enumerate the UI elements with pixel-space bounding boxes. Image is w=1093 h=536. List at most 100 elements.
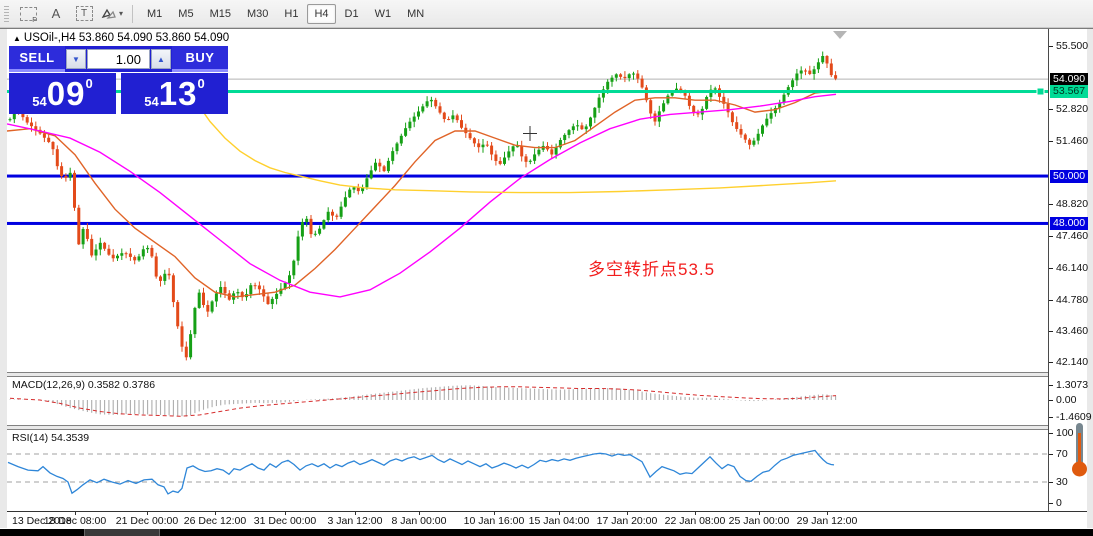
timeframe-button-m30[interactable]: M30 bbox=[246, 7, 269, 20]
axis-tick bbox=[1049, 331, 1053, 333]
date-tick bbox=[75, 512, 76, 515]
sell-price-pip: 0 bbox=[85, 76, 93, 91]
shift-end-button[interactable]: F bbox=[15, 2, 41, 26]
horizontal-line-48 bbox=[7, 221, 1048, 225]
rsi-tick-label: 30 bbox=[1056, 476, 1068, 488]
price-badge-54.090: 54.090 bbox=[1050, 72, 1089, 86]
price-badge-48.000: 48.000 bbox=[1050, 216, 1089, 230]
axis-tick bbox=[1049, 503, 1053, 504]
axis-tick bbox=[1049, 141, 1053, 143]
date-label: 29 Jan 12:00 bbox=[796, 515, 858, 527]
date-tick bbox=[147, 512, 148, 515]
macd-histogram bbox=[9, 385, 837, 417]
collapse-arrow-icon: ▲ bbox=[13, 34, 21, 43]
timeframe-button-mn[interactable]: MN bbox=[407, 7, 425, 20]
date-tick bbox=[827, 512, 828, 515]
date-tick bbox=[285, 512, 286, 515]
ma-fast-orange bbox=[7, 90, 837, 298]
price-tick-label: 46.140 bbox=[1056, 261, 1089, 274]
text-label-button[interactable]: A bbox=[43, 2, 69, 26]
lot-size-input[interactable]: 1.00 bbox=[87, 49, 150, 69]
date-label: 8 Jan 00:00 bbox=[391, 515, 447, 527]
macd-label: MACD(12,26,9) 0.3582 0.3786 bbox=[12, 379, 156, 391]
horizontal-line-50 bbox=[7, 174, 1048, 178]
text-box-icon: T bbox=[75, 6, 93, 21]
rsi-tick-label: 100 bbox=[1056, 427, 1074, 439]
axis-tick bbox=[1049, 267, 1053, 269]
timeframe-button-h4[interactable]: H4 bbox=[307, 3, 336, 24]
thermometer-icon bbox=[1072, 423, 1087, 477]
axis-tick bbox=[1049, 454, 1053, 455]
axis-tick bbox=[1049, 362, 1053, 364]
sell-price-main: 09 bbox=[46, 75, 86, 112]
timeframe-button-h1[interactable]: H1 bbox=[284, 7, 299, 20]
timeframe-button-m5[interactable]: M5 bbox=[178, 7, 194, 20]
buy-price-pip: 0 bbox=[197, 76, 205, 91]
toolbar-grip[interactable] bbox=[4, 5, 9, 22]
text-label-icon: A bbox=[51, 6, 61, 21]
price-tick-label: 55.500 bbox=[1056, 39, 1089, 52]
pane-divider[interactable] bbox=[7, 425, 1086, 430]
timeframe-button-w1[interactable]: W1 bbox=[374, 7, 392, 20]
axis-tick bbox=[1049, 482, 1053, 483]
text-box-button[interactable]: T bbox=[71, 2, 97, 26]
macd-pane[interactable] bbox=[7, 377, 1048, 425]
pane-bottom-border bbox=[7, 511, 1087, 512]
shapes-button[interactable]: ▾ bbox=[99, 2, 125, 26]
timeframe-button-m1[interactable]: M1 bbox=[147, 7, 163, 20]
symbol-header: ▲ USOil-,H4 53.860 54.090 53.860 54.090 bbox=[13, 32, 229, 44]
date-axis[interactable]: 13 Dec 2018 18 Dec 08:00 21 Dec 00:00 26 De… bbox=[7, 512, 1087, 528]
axis-tick bbox=[1049, 109, 1053, 111]
date-tick bbox=[695, 512, 696, 515]
price-tick-label: 42.140 bbox=[1056, 356, 1089, 369]
bottom-taskbar-strip bbox=[0, 529, 1093, 536]
date-label: 31 Dec 00:00 bbox=[253, 515, 317, 527]
price-tick-label: 48.820 bbox=[1056, 198, 1089, 211]
toolbar: F A T ▾ M1 M5 M15 M30 H1 H4 D1 W1 MN bbox=[0, 0, 1093, 28]
price-chart[interactable] bbox=[7, 29, 1048, 372]
date-label: 26 Dec 12:00 bbox=[183, 515, 247, 527]
quote-line bbox=[7, 90, 1048, 94]
date-tick bbox=[627, 512, 628, 515]
sell-price-tile[interactable]: 54 09 0 bbox=[9, 73, 116, 114]
timeframe-button-m15[interactable]: M15 bbox=[209, 7, 231, 20]
chart-top-border bbox=[0, 28, 1093, 29]
toolbar-separator bbox=[132, 4, 133, 23]
price-tick-label: 43.460 bbox=[1056, 325, 1089, 338]
price-tick-label: 51.460 bbox=[1056, 135, 1089, 148]
rsi-line bbox=[7, 449, 835, 495]
lot-increase-button[interactable]: ▲ bbox=[151, 49, 171, 69]
price-badge-50.000: 50.000 bbox=[1050, 169, 1089, 183]
axis-tick bbox=[1049, 400, 1053, 401]
macd-chart[interactable] bbox=[7, 377, 1048, 425]
axis-tick bbox=[1049, 45, 1053, 47]
pane-divider[interactable] bbox=[7, 372, 1086, 377]
shift-chart-f-icon: F bbox=[19, 6, 37, 24]
symbol-name: USOil-,H4 bbox=[23, 32, 76, 44]
date-label: 21 Dec 00:00 bbox=[115, 515, 179, 527]
date-label: 25 Jan 00:00 bbox=[728, 515, 790, 527]
sell-price-int: 54 bbox=[32, 94, 47, 109]
timeframe-button-d1[interactable]: D1 bbox=[344, 7, 359, 20]
crosshair-icon bbox=[523, 126, 537, 141]
ma-long-yellow bbox=[182, 73, 837, 194]
price-tick-label: 52.820 bbox=[1056, 103, 1089, 116]
date-tick bbox=[355, 512, 356, 515]
chart-annotation-text: 多空转折点53.5 bbox=[588, 260, 716, 279]
rsi-label: RSI(14) 54.3539 bbox=[12, 432, 90, 444]
price-axis[interactable]: 55.500 52.820 51.460 48.820 47.460 46.140 44.7… bbox=[1048, 29, 1092, 511]
axis-tick bbox=[1049, 236, 1053, 238]
date-label: 3 Jan 12:00 bbox=[327, 515, 383, 527]
date-label: 22 Jan 08:00 bbox=[664, 515, 726, 527]
left-window-strip bbox=[0, 28, 7, 528]
buy-button[interactable]: BUY bbox=[172, 46, 228, 72]
price-tick-label: 47.460 bbox=[1056, 230, 1089, 243]
rsi-pane[interactable] bbox=[7, 430, 1048, 511]
rsi-chart[interactable] bbox=[7, 430, 1048, 511]
buy-price-tile[interactable]: 54 13 0 bbox=[121, 73, 228, 114]
sell-button[interactable]: SELL bbox=[9, 46, 65, 72]
axis-tick bbox=[1049, 204, 1053, 206]
lot-decrease-button[interactable]: ▼ bbox=[66, 49, 86, 69]
date-label: 18 Dec 08:00 bbox=[43, 515, 107, 527]
